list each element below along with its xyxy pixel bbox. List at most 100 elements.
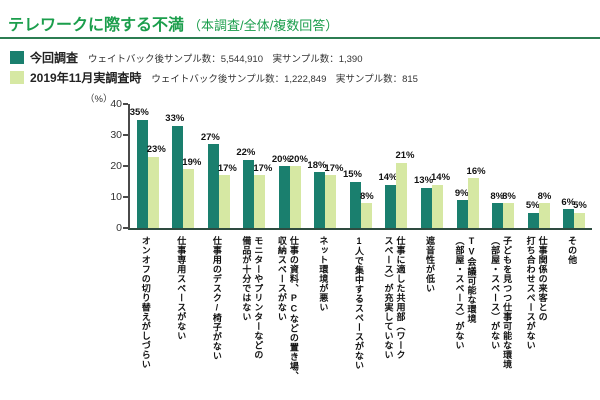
value-label: 33% [165, 113, 185, 125]
bar-current [563, 209, 575, 228]
bar-pair: 22% 17% [236, 104, 272, 228]
bar-current [492, 203, 504, 228]
value-label: 21% [395, 150, 415, 162]
value-label: 14% [378, 172, 398, 184]
value-label: 27% [200, 131, 220, 143]
value-label: 18% [307, 159, 327, 171]
bar-column-2019: 17% [253, 104, 272, 228]
bar-column-2019: 17% [218, 104, 237, 228]
bar-column-current: 18% [307, 104, 326, 228]
value-label: 16% [466, 165, 486, 177]
legend-label-current: 今回調査 [30, 51, 79, 65]
bar-2019 [467, 178, 479, 228]
bar-current [421, 187, 433, 228]
bar-2019 [325, 175, 337, 228]
bar-2019 [183, 169, 195, 228]
category-label: 仕事に適した共用部（ワーク スペース）が充実していない [383, 236, 406, 360]
y-tick-label: 30 [110, 129, 122, 141]
bar-column-current: 22% [236, 104, 255, 228]
bar-current [172, 125, 184, 228]
category-label: 仕事用のデスク/椅子がない [211, 236, 222, 361]
value-label: 20% [288, 153, 308, 165]
bar-pair: 27% 17% [201, 104, 237, 228]
bar-pair: 8% 8% [485, 104, 521, 228]
category-label: 仕事専用スペースがない [176, 236, 187, 341]
plot-area: 35% 23% 33% 19% 27% 17% 22% 17% 20% 20% 18% 17% 15% 8… [128, 104, 592, 230]
bar-pair: 33% 19% [165, 104, 201, 228]
y-tick-label: 40 [110, 98, 122, 110]
page-title: テレワークに際する不満 （本調査/全体/複数回答） [8, 11, 338, 35]
legend-detail-current: ウェイトバック後サンプル数：5,544,910 実サンプル数：1,390 [88, 53, 363, 65]
bar-column-current: 6% [561, 104, 575, 228]
value-label: 8% [490, 190, 505, 202]
bar-column-2019: 5% [573, 104, 587, 228]
category-label: 1人で集中するスペースがない [353, 236, 364, 370]
bar-2019 [503, 203, 515, 228]
value-label: 17% [253, 162, 273, 174]
y-tick-label: 0 [116, 222, 122, 234]
value-label: 14% [431, 172, 451, 184]
bar-column-current: 14% [378, 104, 397, 228]
value-label: 17% [217, 162, 237, 174]
bar-current [456, 200, 468, 228]
bar-column-2019: 19% [182, 104, 201, 228]
bar-current [314, 172, 326, 228]
legend-detail-2019: ウェイトバック後サンプル数：1,222,849 実サンプル数：815 [151, 73, 418, 85]
bar-pair: 18% 17% [307, 104, 343, 228]
chart-title-main: テレワークに際する不満 [8, 17, 185, 34]
value-label: 15% [342, 169, 362, 180]
value-label: 13% [414, 175, 434, 187]
bar-column-current: 15% [343, 104, 362, 228]
bar-current [349, 181, 361, 228]
bar-column-2019: 17% [324, 104, 343, 228]
bar-column-current: 33% [165, 104, 184, 228]
bar-column-current: 13% [414, 104, 433, 228]
bar-current [527, 212, 539, 228]
bar-current [278, 166, 290, 228]
y-tick-label: 20 [110, 160, 122, 172]
bar-column-2019: 20% [289, 104, 308, 228]
value-label: 20% [271, 153, 291, 165]
y-tick-mark [123, 165, 128, 167]
legend-current-survey: 今回調査 ウェイトバック後サンプル数：5,544,910 実サンプル数：1,39… [10, 49, 362, 66]
bar-2019 [147, 156, 159, 228]
bar-2019 [574, 212, 586, 228]
bar-current [385, 184, 397, 228]
value-label: 23% [146, 144, 166, 156]
category-label: 遮音性が低い [425, 236, 436, 293]
bar-2019 [396, 162, 408, 228]
y-tick-label: 10 [110, 191, 122, 203]
bar-column-current: 5% [526, 104, 540, 228]
chart-title-sub: （本調査/全体/複数回答） [188, 18, 339, 33]
bar-column-current: 27% [201, 104, 220, 228]
bar-column-current: 35% [130, 104, 149, 228]
value-label: 5% [573, 200, 587, 211]
category-label: 子どもを見つつ仕事可能な環境 （部屋・スペース）がない [490, 236, 513, 369]
bar-current [207, 144, 219, 228]
value-label: 22% [236, 147, 256, 159]
y-tick-mark [123, 134, 128, 136]
bar-column-2019: 8% [360, 104, 374, 228]
category-label: モニターやプリンターなどの 備品が十分ではない [241, 236, 264, 360]
value-label: 19% [182, 156, 202, 168]
bar-pair: 14% 21% [378, 104, 415, 228]
bar-current [243, 159, 255, 228]
legend-label-2019: 2019年11月実調査時 [30, 71, 142, 85]
bar-2019 [289, 166, 301, 228]
category-label: 仕事の資料、PCなどの置き場、 収納スペースがない [276, 236, 299, 381]
legend-2019-survey: 2019年11月実調査時 ウェイトバック後サンプル数：1,222,849 実サン… [10, 69, 418, 86]
legend-swatch-2019 [10, 71, 24, 84]
legend-swatch-current [10, 51, 24, 64]
bar-column-current: 20% [272, 104, 291, 228]
bar-column-2019: 21% [395, 104, 415, 228]
bar-2019 [360, 203, 372, 228]
bar-pair: 15% 8% [343, 104, 379, 228]
bar-current [136, 119, 148, 228]
title-divider [0, 37, 600, 39]
bar-pair: 13% 14% [414, 104, 450, 228]
bar-2019 [538, 203, 550, 228]
category-label: オンオフの切り替えがしづらい [140, 236, 151, 369]
bar-pair: 35% 23% [130, 104, 166, 228]
bar-column-2019: 23% [147, 104, 166, 228]
